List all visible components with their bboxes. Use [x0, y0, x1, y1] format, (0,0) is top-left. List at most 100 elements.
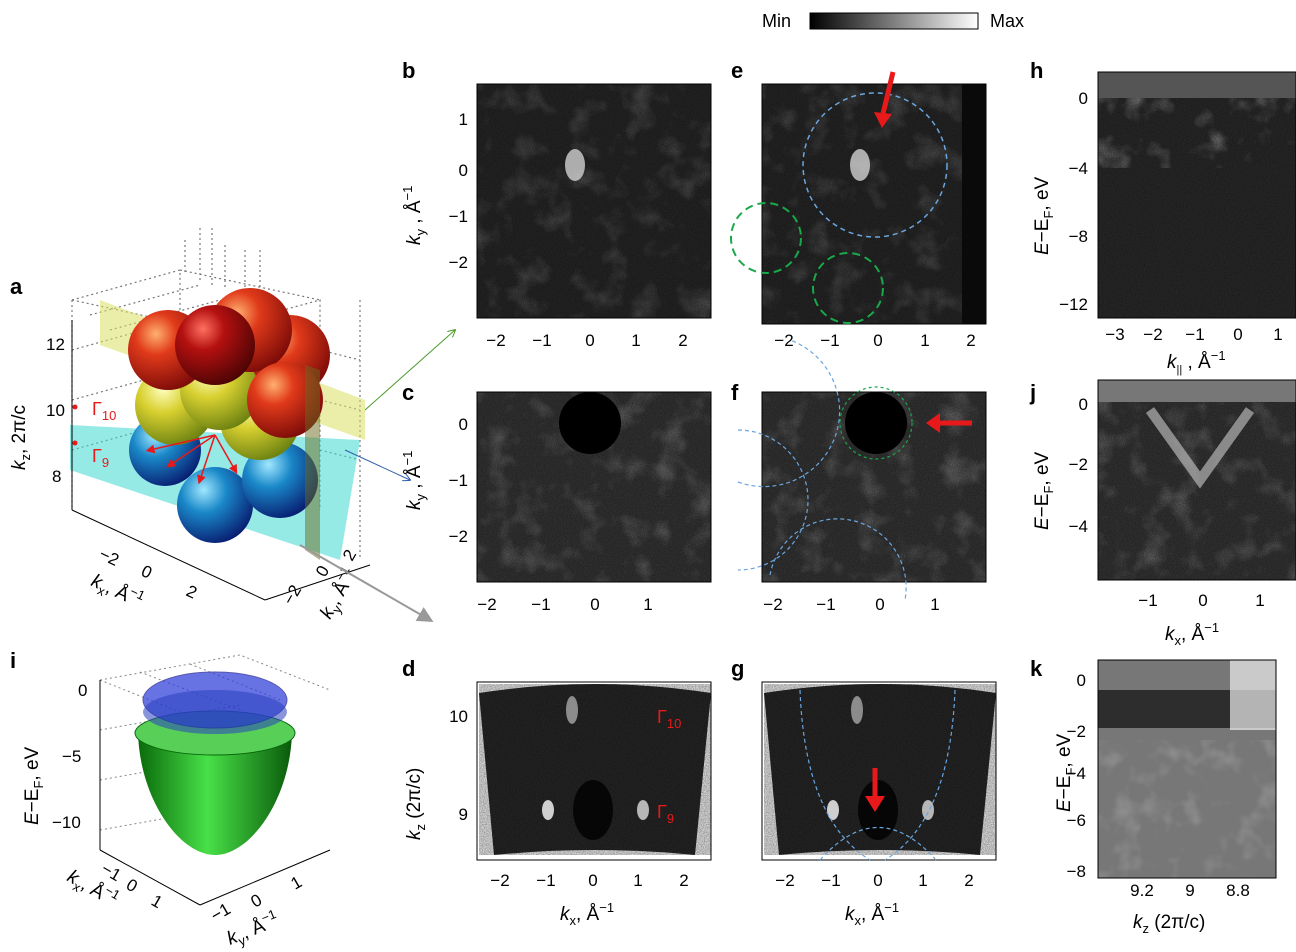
tick-label: −1: [1185, 325, 1204, 344]
colorbar: Min Max: [762, 11, 1024, 31]
gamma10-label: Γ10: [657, 707, 681, 731]
panel-h-top-band: [1098, 72, 1296, 98]
panel-d-bright-spot: [542, 800, 554, 820]
panel-g-xticks: −2 −1 0 1 2: [775, 871, 973, 890]
panel-j-noise: [1098, 402, 1296, 580]
panel-b-yticks: 1 0 −1 −2: [449, 110, 468, 272]
tick-label: 0: [78, 681, 87, 700]
panel-h-label: h: [1030, 58, 1043, 83]
tick-label: −2: [1143, 325, 1162, 344]
panel-b-noise: [477, 84, 711, 318]
panel-k-xticks: 9.2 9 8.8: [1130, 881, 1250, 900]
panel-j-label: j: [1029, 380, 1036, 405]
tick-label: −1: [208, 899, 234, 925]
tick-label: 0: [123, 875, 141, 896]
panel-h-xlabel: k|| , Å−1: [1167, 348, 1226, 376]
panel-h-xticks: −3 −2 −1 0 1: [1105, 325, 1282, 344]
panel-k-yticks: 0 −2 −4 −6 −8: [1067, 671, 1086, 881]
tick-label: 0: [1079, 89, 1088, 108]
panel-a-kx-axis: [71, 509, 266, 601]
panel-d-gamma-labels: Γ10 Γ9: [657, 707, 681, 826]
tick-label: 1: [459, 110, 468, 129]
panel-d-bright-spot: [637, 800, 649, 820]
panel-k-ylabel: E−EF, eV: [1054, 733, 1078, 812]
tick-label: 0: [588, 871, 597, 890]
panel-a-spheres: [128, 288, 330, 543]
panel-j-band-v: [1145, 407, 1255, 489]
tick-label: −2: [774, 331, 793, 350]
panel-c-yticks: 0 −1 −2: [449, 415, 468, 546]
tick-label: −2: [96, 544, 122, 569]
panel-g-xlabel: kx, Å−1: [845, 900, 899, 928]
panel-b-xticks: −2 −1 0 1 2: [486, 331, 687, 350]
panel-e-dark-edge: [962, 84, 986, 324]
panel-k-bright-region: [1230, 660, 1276, 730]
panel-f: f −2 −1 0 1: [731, 339, 987, 614]
panel-e-green-dashed-circle: [812, 252, 884, 324]
colorbar-min-label: Min: [762, 11, 791, 31]
tick-label: −2: [279, 582, 305, 608]
tick-label: 9: [1185, 881, 1194, 900]
sphere: [247, 362, 323, 438]
tick-label: −8: [1069, 227, 1088, 246]
tick-label: 1: [148, 891, 166, 912]
panel-e-blue-dashed-circle: [802, 92, 948, 238]
tick-label: 2: [678, 331, 687, 350]
panel-e-label: e: [731, 58, 743, 83]
panel-k-label: k: [1030, 656, 1043, 681]
tick-label: −2: [1069, 455, 1088, 474]
panel-d-noise: [479, 684, 711, 855]
colorbar-max-label: Max: [990, 11, 1024, 31]
panel-f-red-arrowhead: [926, 413, 940, 433]
tick-label: 0: [590, 595, 599, 614]
tick-label: 0: [1198, 591, 1207, 610]
panel-d: d Γ10 Γ9 −2 −1 0 1 2 10 9 kz (2π/c) kx, …: [402, 656, 712, 928]
tick-label: 1: [920, 331, 929, 350]
tick-label: 9: [459, 805, 468, 824]
tick-label: 8: [52, 467, 61, 486]
tick-label: −8: [1067, 862, 1086, 881]
panel-g-red-arrowhead: [865, 796, 885, 812]
tick-label: −1: [1138, 591, 1157, 610]
tick-label: −4: [1067, 764, 1086, 783]
panel-h-yticks: 0 −4 −8 −12: [1059, 89, 1088, 314]
tick-label: 1: [918, 871, 927, 890]
panel-i-z-label: E−EF, eV: [22, 746, 46, 825]
tick-label: 2: [679, 871, 688, 890]
panel-a-kz-ticks: 12 10 8: [46, 335, 65, 486]
tick-label: 9.2: [1130, 881, 1154, 900]
panel-a-gamma-labels: Γ10 Γ9: [72, 399, 116, 470]
panel-j-frame: [1097, 379, 1296, 581]
tick-label: 2: [964, 871, 973, 890]
panel-a-kx-label: kx, Å−1: [87, 567, 148, 615]
panel-g-noise: [764, 684, 996, 855]
sphere: [175, 305, 255, 385]
panel-f-dark-disk: [845, 392, 907, 454]
panel-g-frame: [761, 681, 997, 861]
tick-label: 0: [459, 415, 468, 434]
panel-h-noise: [1098, 98, 1296, 318]
tick-label: 10: [46, 401, 65, 420]
tick-label: 2: [339, 546, 360, 564]
panel-e: e −2 −1 0 1 2: [730, 58, 987, 350]
tick-label: −1: [816, 595, 835, 614]
panel-a-ky-axis: [264, 564, 371, 601]
tick-label: 1: [1255, 591, 1264, 610]
panel-e-xticks: −2 −1 0 1 2: [774, 331, 975, 350]
connector-arrow-to-b: [364, 330, 455, 411]
panel-i: i 0 −5 −10 E−EF, eV −1 0 1 kx, Å−1 −1 0 …: [10, 648, 331, 950]
tick-label: 10: [449, 707, 468, 726]
panel-a: a: [9, 228, 455, 623]
panel-b-ylabel: ky , Å−1: [400, 186, 428, 245]
tick-label: 8.8: [1226, 881, 1250, 900]
tick-label: 1: [288, 872, 306, 893]
panel-b-bright-spot: [565, 149, 585, 181]
panel-j: j 0 −2 −4 −1 0 1 E−EF, eV kx, Å−1: [1029, 379, 1296, 648]
panel-g-blue-dashed-arcs: [799, 689, 956, 861]
panel-g-bright-spot: [922, 800, 934, 820]
panel-k-texture: [1098, 740, 1276, 878]
panel-d-bright-spot: [566, 696, 578, 724]
tick-label: 2: [183, 581, 200, 602]
tick-label: −4: [1069, 159, 1088, 178]
